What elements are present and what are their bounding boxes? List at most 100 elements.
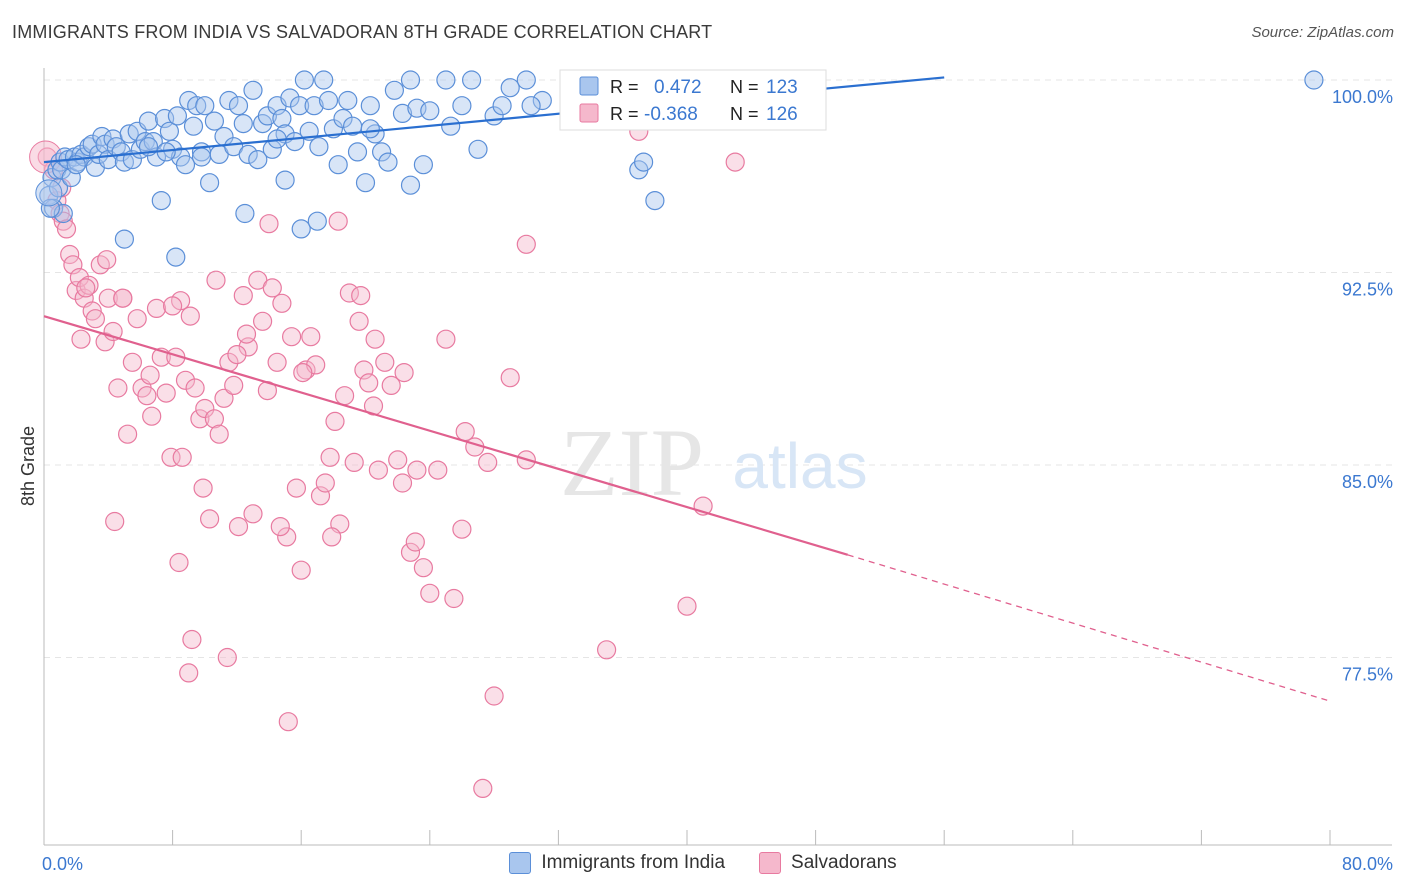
y-tick-label: 100.0% [1332, 87, 1393, 107]
india-point [500, 78, 520, 98]
salvadoran-point [388, 450, 408, 470]
india-point [413, 155, 433, 175]
india-point-large [35, 179, 63, 207]
legend-label-india: Immigrants from India [541, 852, 726, 873]
india-point [204, 111, 224, 131]
chart-source: Source: ZipAtlas.com [1251, 24, 1394, 41]
india-point [516, 70, 536, 90]
salvadoran-point [224, 375, 244, 395]
salvadoran-point [516, 234, 536, 254]
salvadoran-point [270, 516, 290, 537]
salvadoran-point [185, 378, 205, 398]
x-tick-label-max: 80.0% [1342, 854, 1393, 874]
stats-legend-box: R = 0.472 N = 123 R = -0.368 N = 126 [559, 69, 827, 131]
salvadoran-point [243, 504, 263, 524]
salvadoran-point [82, 301, 102, 321]
salvadoran-point [359, 373, 379, 393]
salvadoran-point [444, 588, 464, 609]
india-point [309, 137, 329, 157]
india-point [372, 142, 392, 162]
salvadoran-point [392, 473, 413, 493]
salvadoran-point [71, 329, 91, 349]
salvadoran-point [400, 542, 421, 562]
salvadoran-point [175, 370, 196, 390]
salvadoran-point [301, 327, 321, 347]
legend: Immigrants from India Salvadorans [0, 852, 1406, 874]
salvadoran-point [339, 283, 359, 303]
india-point [114, 152, 135, 172]
salvadoran-point [79, 275, 99, 295]
salvadoran-point [413, 558, 433, 578]
salvadoran-point [193, 478, 213, 498]
india-point [135, 132, 155, 152]
gridlines [44, 79, 1392, 658]
y-tick-label: 92.5% [1342, 280, 1393, 300]
salvadoran-point [596, 640, 617, 660]
india-point [645, 191, 665, 211]
salvadoran-point [195, 398, 215, 419]
salvadoran-point [209, 424, 229, 444]
salvadoran-point [296, 360, 316, 380]
salvadoran-point [204, 409, 224, 429]
india-point [200, 173, 220, 193]
salvadoran-point [190, 409, 210, 429]
salvadoran-point [478, 452, 498, 472]
india-point [138, 111, 159, 131]
salvadoran-point [328, 211, 348, 231]
india-point [290, 96, 310, 116]
india-point [441, 116, 461, 136]
india-point [166, 247, 186, 267]
legend-item-india: Immigrants from India [509, 852, 725, 874]
india-point [228, 96, 249, 116]
stats-r-label-2: R = [610, 104, 639, 124]
india-point [307, 211, 327, 231]
salvadoran-point [156, 383, 176, 403]
salvadoran-point [146, 298, 167, 318]
india-point [79, 137, 99, 157]
watermark-zip: ZIP [560, 409, 704, 516]
salvadoran-point [182, 629, 202, 650]
india-point [233, 113, 253, 134]
salvadoran-point [291, 560, 311, 580]
india-point [378, 152, 398, 172]
india-point [532, 90, 552, 111]
salvadoran-point [375, 352, 395, 372]
india-point [328, 155, 348, 175]
legend-swatch-salvadorans [759, 852, 782, 874]
salvadoran-point [428, 460, 448, 480]
salvadoran-point [344, 452, 364, 472]
salvadoran-point [335, 386, 355, 406]
legend-label-salvadorans: Salvadorans [791, 852, 897, 873]
salvadoran-point [228, 516, 249, 537]
india-point [468, 139, 488, 159]
india-points [35, 70, 1324, 267]
india-point [187, 96, 207, 116]
y-tick-label: 77.5% [1342, 665, 1393, 685]
stats-n-label-1: N = [730, 77, 759, 97]
salvadoran-point [95, 332, 115, 352]
salvadoran-point [69, 268, 90, 288]
salvadoran-point [282, 327, 302, 347]
india-point [304, 96, 324, 116]
watermark: ZIP atlas [560, 409, 868, 516]
india-point [360, 119, 380, 139]
india-point [167, 106, 187, 126]
salvadoran-point [320, 447, 340, 467]
india-point [175, 155, 196, 175]
salvadoran-point [108, 378, 128, 398]
india-point [521, 96, 541, 116]
salvadoran-point [217, 647, 237, 668]
salvadoran-point [405, 532, 425, 552]
salvadoran-point [407, 460, 427, 480]
salvadoran-point [310, 486, 331, 506]
india-point [272, 108, 292, 129]
salvadoran-point [473, 778, 493, 799]
india-point [248, 150, 268, 170]
y-tick-label: 85.0% [1342, 472, 1393, 492]
india-point [347, 142, 368, 162]
india-point [243, 80, 263, 100]
india-point [400, 175, 421, 195]
salvadoran-point [179, 663, 199, 683]
salvadoran-point [394, 363, 414, 383]
india-point [436, 70, 456, 90]
